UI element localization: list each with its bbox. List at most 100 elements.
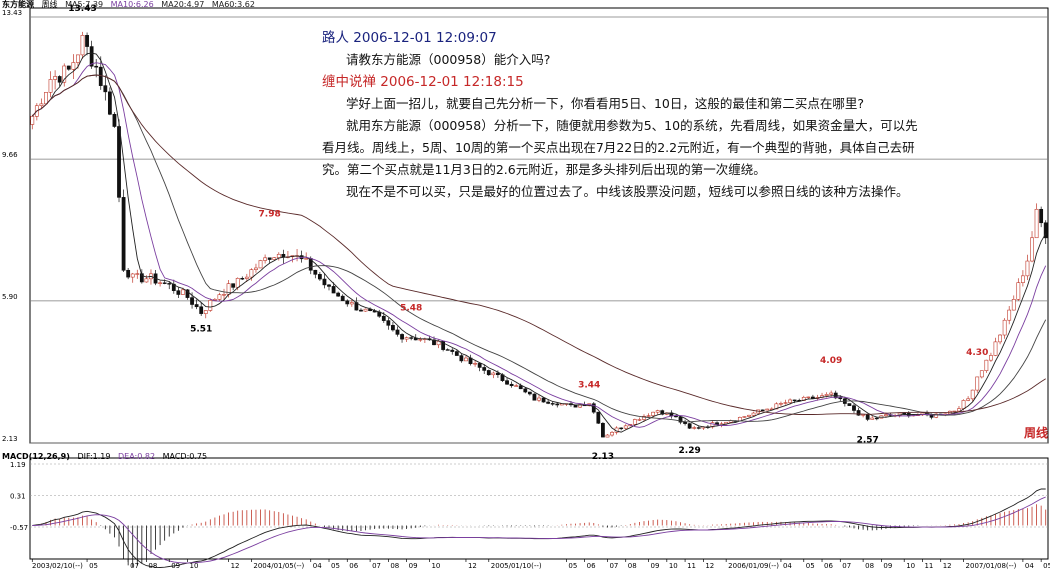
date-tick-label: 06 (824, 562, 833, 570)
candle-down (190, 297, 194, 305)
date-tick-label: 09 (409, 562, 418, 570)
candle-down (66, 65, 71, 70)
date-tick-label: 08 (865, 562, 874, 570)
candle-up (989, 355, 993, 361)
candle-down (601, 422, 605, 438)
price-annotation: 4.09 (820, 356, 842, 366)
candle-up (870, 417, 875, 420)
candle-up (829, 392, 834, 395)
candle-down (176, 290, 181, 295)
candle-down (199, 306, 204, 314)
candle-down (792, 399, 797, 402)
candle-down (331, 286, 336, 294)
candle-up (48, 79, 53, 93)
candle-up (779, 403, 783, 405)
date-tick-label: 07 (609, 562, 618, 570)
date-tick-label: 06 (587, 562, 596, 570)
candle-down (89, 46, 94, 67)
date-tick-label: 05 (806, 562, 815, 570)
candle-down (98, 66, 103, 86)
candle-up (692, 427, 697, 429)
candle-down (107, 91, 112, 115)
date-tick-label: 05 (331, 562, 340, 570)
candle-up (632, 419, 637, 425)
candle-up (966, 398, 971, 401)
ma20-label: MA20:4.97 (161, 0, 205, 9)
date-tick-label: 04 (313, 562, 322, 570)
macd-axis-labels: 1.19 0.31 -0.57 (10, 461, 28, 532)
candle-down (619, 427, 624, 430)
ma5-label: MA5:7.39 (65, 0, 104, 9)
candle-up (605, 434, 610, 438)
candle-up (747, 414, 751, 417)
candle-up (993, 341, 998, 356)
date-tick-label: 11 (924, 562, 933, 570)
candle-up (62, 65, 67, 83)
macd-lines (32, 488, 1046, 568)
candle-up (1020, 275, 1025, 283)
date-tick-label: 10 (906, 562, 915, 570)
stock-name: 东方能源 (2, 0, 34, 9)
candle-down (240, 278, 245, 280)
candle-up (783, 402, 788, 404)
date-tick-label: 09 (883, 562, 892, 570)
candle-up (651, 411, 656, 416)
candle-down (874, 417, 879, 420)
macd-histogram (36, 504, 1047, 568)
candle-down (441, 341, 446, 350)
candle-up (998, 334, 1002, 343)
candle-up (934, 413, 939, 418)
candle-down (117, 126, 121, 198)
candle-down (1039, 208, 1044, 224)
price-annotation: 2.57 (857, 435, 879, 445)
ma60-label: MA60:3.62 (211, 0, 255, 9)
candle-up (984, 359, 989, 371)
price-annotation: 4.30 (966, 348, 988, 358)
candle-up (623, 425, 628, 429)
post-paragraph-1: 学好上面一招儿，就要自己先分析一下，你看看用5日、10日，这般的最佳和第二买点在… (346, 96, 864, 111)
macd-panel-frame (29, 457, 1049, 560)
post-paragraph-2: 就用东方能源（000958）分析一下，随便就用参数为5、10的系统，先看周线，如… (322, 118, 918, 177)
date-tick-label: 08 (390, 562, 399, 570)
candle-down (509, 383, 514, 387)
candle-down (432, 339, 436, 346)
candle-down (505, 380, 509, 385)
candle-down (409, 337, 414, 339)
candle-up (975, 376, 980, 391)
post-paragraph-3: 现在不是不可以买，只是最好的位置过去了。中线该股票没问题，短线可以参照日线的该种… (346, 184, 909, 199)
candle-up (235, 278, 240, 288)
date-axis-labels: 2003/02/10(--) 05 07 08 09 10 12 2004/01/05(--)… (31, 559, 1050, 570)
date-tick-label: 06 (349, 562, 358, 570)
post-author-1: 路人 2006-12-01 12:09:07 (322, 30, 497, 46)
candle-down (532, 393, 537, 401)
price-annotation: 2.13 (592, 452, 614, 462)
candle-up (961, 400, 966, 409)
ma60-line (31, 74, 1046, 415)
candle-down (660, 410, 665, 415)
ma10-line (31, 62, 1047, 428)
candle-up (537, 397, 541, 401)
candle-up (710, 422, 715, 428)
price-tick-label: 2.13 (2, 435, 18, 443)
candle-up (53, 76, 58, 80)
candle-down (391, 325, 395, 331)
price-tick-label: 13.43 (2, 9, 22, 17)
date-tick-label: 10 (669, 562, 678, 570)
candle-up (30, 116, 35, 125)
price-tick-label: 5.90 (2, 293, 18, 301)
candle-up (655, 410, 660, 413)
candle-down (359, 309, 363, 312)
post-author-2: 缠中说禅 2006-12-01 12:18:15 (322, 74, 524, 90)
candle-up (464, 357, 468, 362)
candle-up (957, 408, 961, 412)
candle-down (541, 397, 546, 403)
date-tick-label: 09 (171, 562, 180, 570)
candle-up (249, 269, 254, 278)
price-axis-labels: 13.43 9.66 5.90 2.13 (2, 9, 22, 443)
date-tick-label: 07 (842, 562, 851, 570)
ma20-line (31, 74, 1047, 423)
candle-up (203, 310, 208, 314)
candle-up (788, 399, 792, 403)
candle-up (217, 294, 222, 300)
